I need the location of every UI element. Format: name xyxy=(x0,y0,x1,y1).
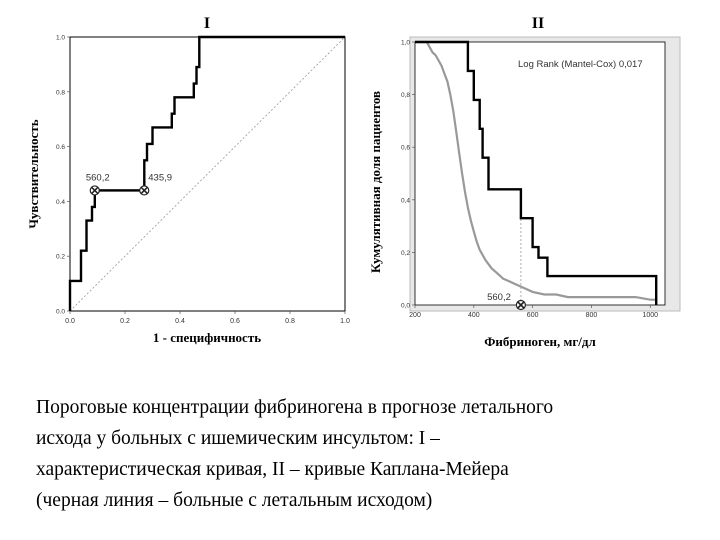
x-tick-label: 0.6 xyxy=(230,318,240,325)
x-tick-label: 0.2 xyxy=(120,318,130,325)
x-tick-label: 800 xyxy=(586,312,598,319)
y-tick-label: 0,0 xyxy=(401,303,410,310)
roc-y-axis-label: Чувствительность xyxy=(26,119,41,228)
x-tick-label: 0.8 xyxy=(285,318,295,325)
km-ticks: 200 400 600 800 1000 0,0 0,2 0,4 0,6 0,8 1,0 xyxy=(401,40,658,320)
annotation-label: 560,2 xyxy=(86,172,110,183)
caption-line: характеристическая кривая, II – кривые К… xyxy=(36,459,509,480)
cutoff-marker xyxy=(515,299,526,311)
km-x-axis-label: Фибриноген, мг/дл xyxy=(484,334,596,349)
y-tick-label: 0.6 xyxy=(56,144,65,151)
y-tick-label: 0,6 xyxy=(401,145,410,152)
y-tick-label: 1,0 xyxy=(401,40,410,47)
roc-ticks: 0.0 0.2 0.4 0.6 0.8 1.0 0.0 0.2 0.4 0.6 0.8 1.0 xyxy=(56,35,350,326)
y-tick-label: 0,8 xyxy=(401,92,410,99)
y-tick-label: 0.2 xyxy=(56,254,65,261)
y-tick-label: 0,2 xyxy=(401,250,410,257)
figure-panels: I 1 - специфичность Чувствительность 0.0… xyxy=(26,15,681,349)
cutoff-marker xyxy=(139,185,150,196)
annotation-label: 560,2 xyxy=(487,292,511,303)
x-tick-label: 1000 xyxy=(643,312,659,319)
roc-annotations: 560,2 435,9 xyxy=(86,172,172,196)
reference-line xyxy=(69,36,346,312)
km-series xyxy=(415,40,658,305)
cutoff-marker xyxy=(89,185,100,196)
panel-kaplan-meier: II Фибриноген, мг/дл Кумулятивная доля п… xyxy=(368,15,681,349)
roc-x-axis-label: 1 - специфичность xyxy=(153,330,261,345)
caption-line: (черная линия – больные с летальным исхо… xyxy=(36,490,433,511)
roc-series xyxy=(68,35,346,312)
y-tick-label: 1.0 xyxy=(56,35,65,42)
x-tick-label: 0.0 xyxy=(65,318,75,325)
series-line-2 xyxy=(415,40,658,305)
annotation-label: 435,9 xyxy=(148,172,172,183)
y-tick-label: 0.0 xyxy=(56,309,65,316)
series-line-1 xyxy=(68,35,345,311)
y-tick-label: 0.4 xyxy=(56,199,65,206)
panel-roc-curve: I 1 - специфичность Чувствительность 0.0… xyxy=(26,15,350,345)
y-tick-label: 0.8 xyxy=(56,89,65,96)
x-tick-label: 0.4 xyxy=(175,318,185,325)
km-y-axis-label: Кумулятивная доля пациентов xyxy=(368,91,383,273)
y-tick-label: 0,4 xyxy=(401,197,410,204)
km-logrank-label: Log Rank (Mantel-Cox) 0,017 xyxy=(518,59,643,70)
km-panel-title: II xyxy=(532,15,544,32)
km-plot-frame xyxy=(414,41,666,306)
x-tick-label: 600 xyxy=(527,312,539,319)
caption-line: Пороговые концентрации фибриногена в про… xyxy=(36,397,554,418)
x-tick-label: 200 xyxy=(409,312,421,319)
km-outer-frame xyxy=(409,36,681,312)
figure-caption: Пороговые концентрации фибриногена в про… xyxy=(36,392,696,516)
roc-panel-title: I xyxy=(204,15,210,32)
series-line-1 xyxy=(415,40,658,305)
caption-line: исхода у больных с ишемическим инсультом… xyxy=(36,428,440,449)
x-tick-label: 400 xyxy=(468,312,480,319)
km-annotations: 560,2 xyxy=(487,292,526,311)
x-tick-label: 1.0 xyxy=(340,318,350,325)
